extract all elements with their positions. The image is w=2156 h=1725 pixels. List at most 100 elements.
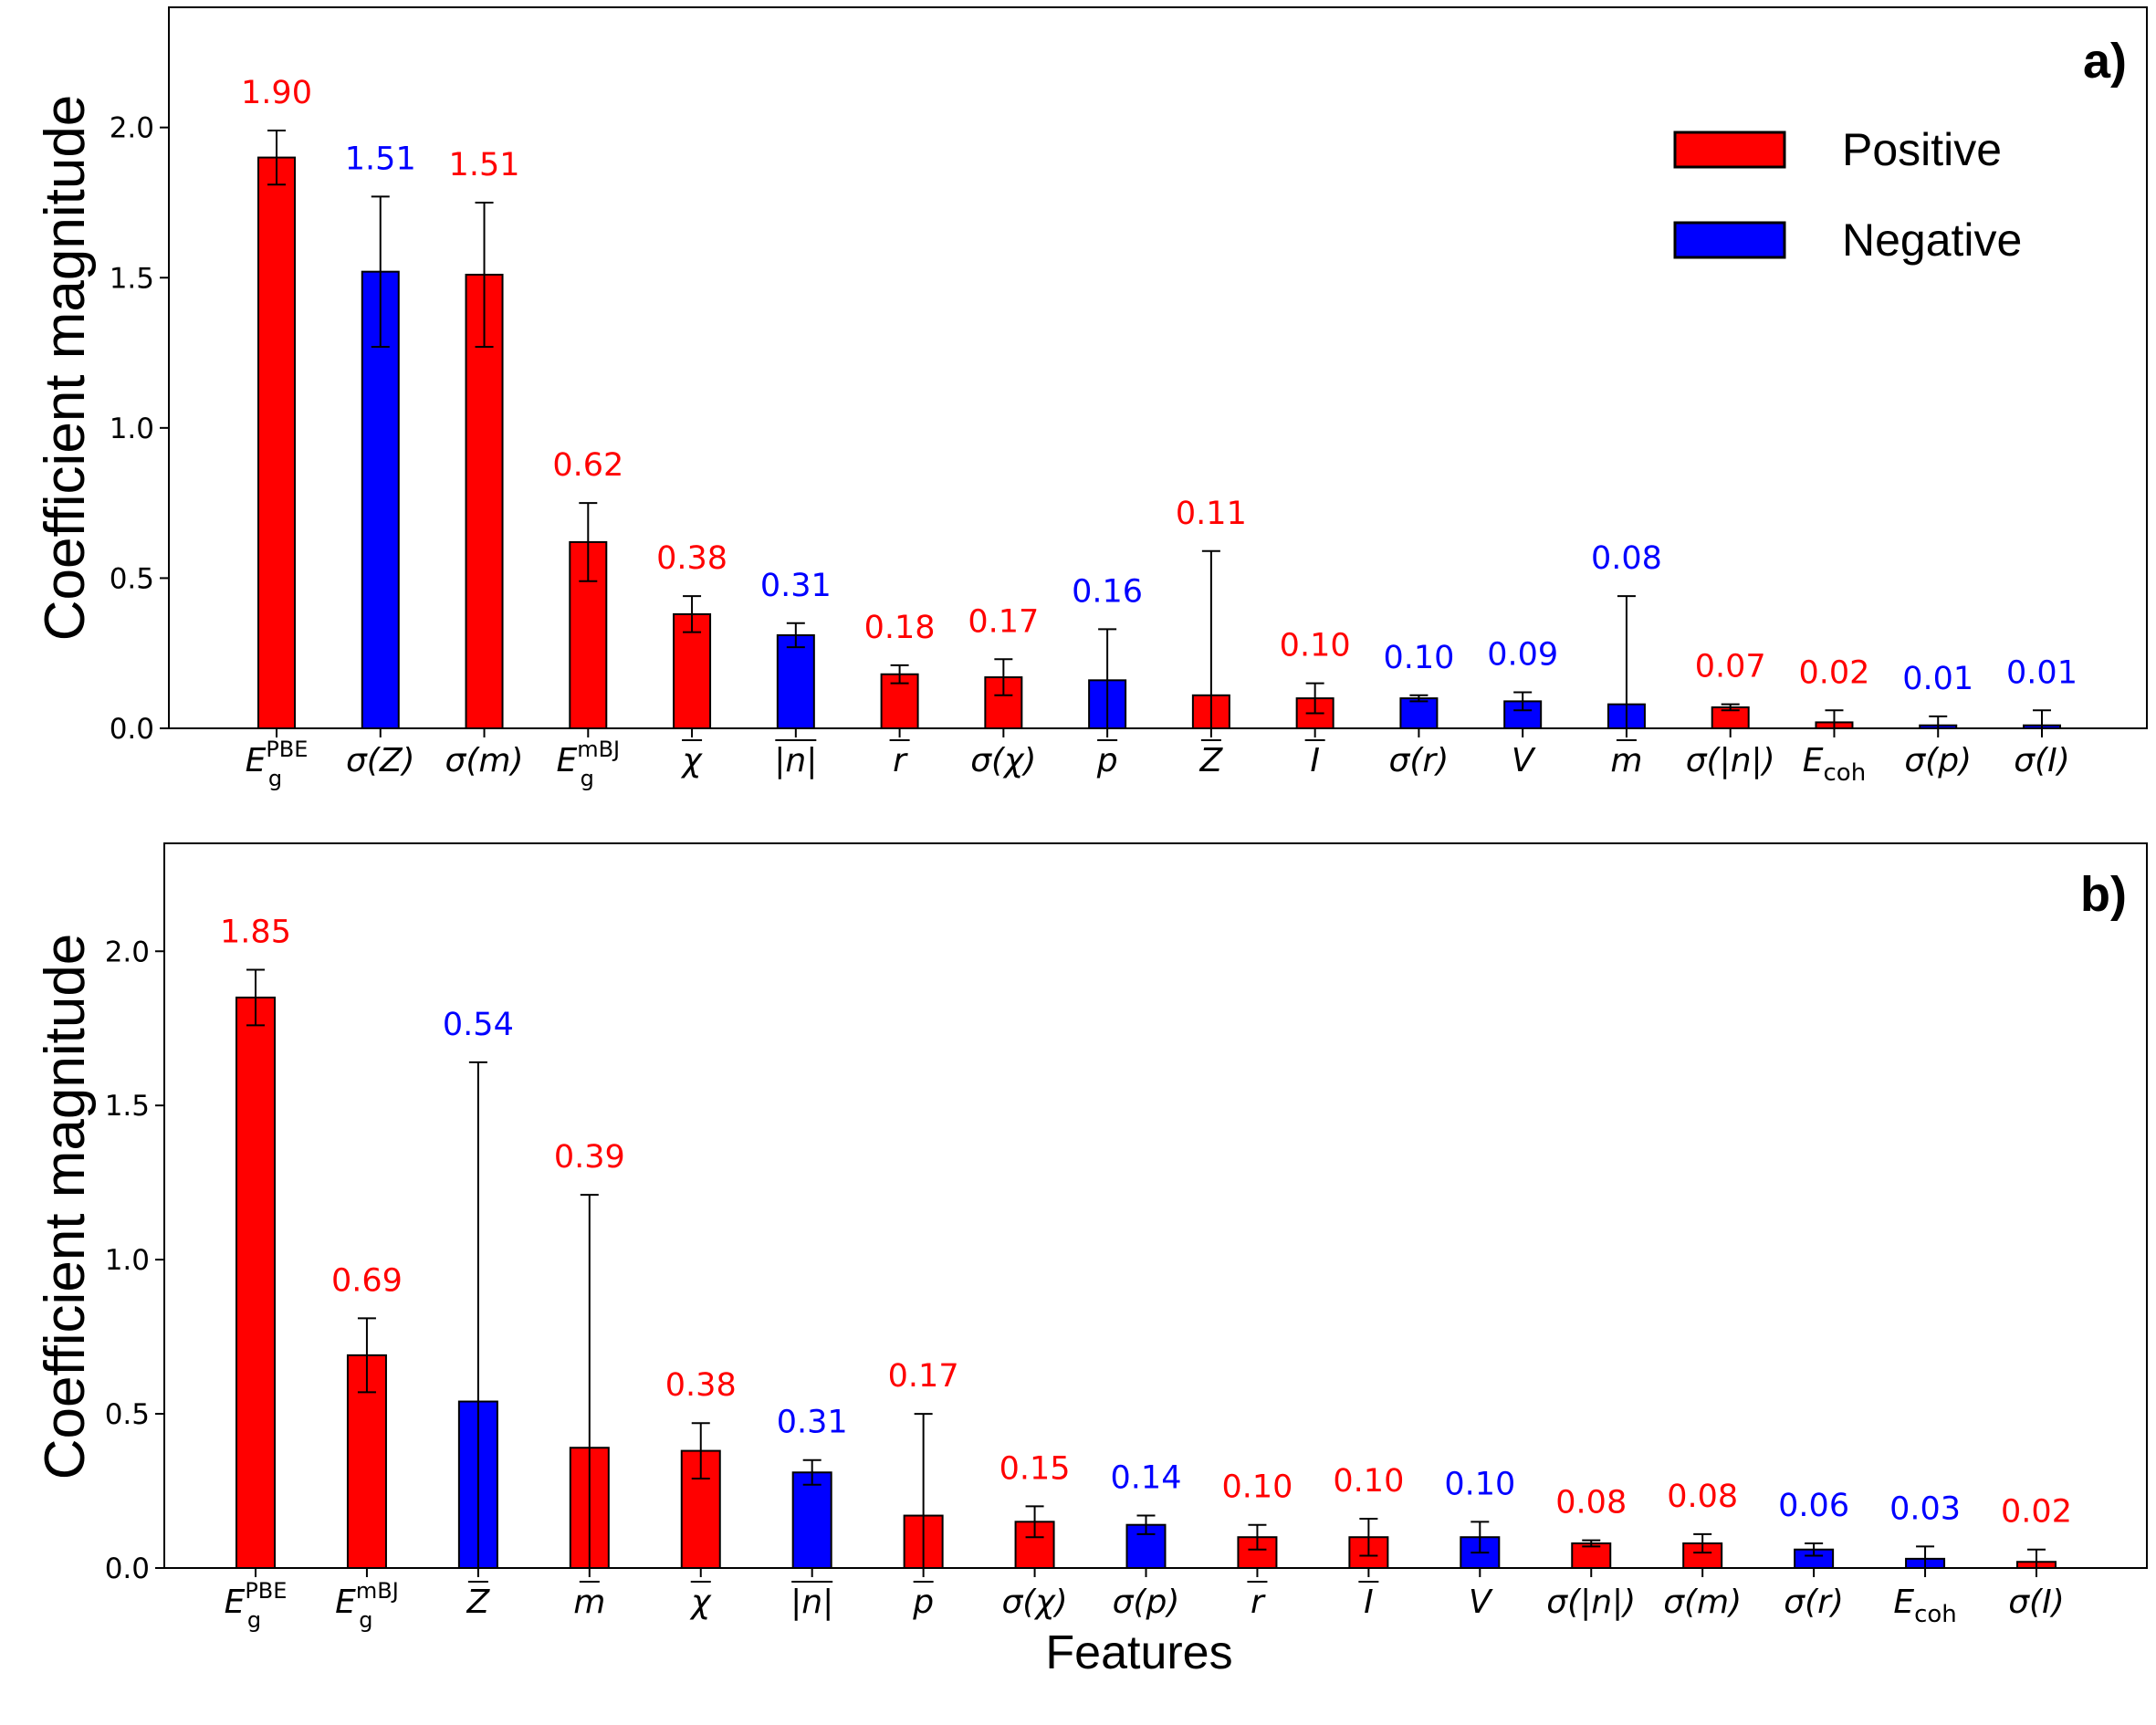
error-bar [691, 1422, 710, 1480]
data-label: 0.08 [1555, 1485, 1627, 1521]
data-label: 0.02 [2001, 1494, 2072, 1531]
x-category-label: Ecoh [1893, 1584, 1956, 1628]
data-label: 0.08 [1667, 1479, 1738, 1515]
x-category-label: σ(I) [2008, 1584, 2065, 1621]
error-bar [1805, 1542, 1824, 1557]
data-label: 0.17 [888, 1358, 959, 1395]
data-label: 0.18 [864, 610, 936, 646]
bar-positive [257, 156, 296, 730]
panel-letter: b) [2080, 867, 2127, 922]
x-category-label: Z [466, 1584, 491, 1621]
error-bar [1617, 595, 1636, 729]
data-label: 0.03 [1889, 1490, 1961, 1527]
x-category-label: V [1512, 742, 1536, 779]
data-label: 0.38 [656, 540, 727, 577]
error-bar [786, 622, 805, 649]
y-tick-label: 0.5 [105, 1398, 150, 1431]
x-category-label: σ(χ) [1001, 1584, 1067, 1621]
x-category-label: p [1096, 742, 1118, 779]
x-category-label: r [893, 742, 908, 779]
x-category-label: EmBJ g [556, 737, 620, 791]
error-bar [1248, 1523, 1267, 1551]
error-bar [371, 195, 390, 348]
data-label: 0.01 [2006, 654, 2078, 691]
data-label: 1.85 [220, 915, 291, 951]
x-category-label: EmBJ g [335, 1578, 399, 1633]
data-label: 1.90 [241, 75, 312, 111]
legend-swatch-positive [1673, 131, 1786, 169]
x-category-label: σ(|n|) [1686, 742, 1775, 779]
x-category-label: σ(|n|) [1546, 1584, 1636, 1621]
bar-negative [776, 633, 815, 729]
data-label: 0.01 [1902, 661, 1973, 697]
bar-positive [235, 996, 276, 1569]
x-category-label: σ(m) [445, 742, 524, 779]
data-label: 0.06 [1778, 1488, 1849, 1524]
bar-negative [361, 270, 400, 729]
x-category-label: σ(Z) [346, 742, 415, 779]
error-bar [267, 129, 286, 186]
error-bar [914, 1413, 933, 1569]
error-bar [1470, 1521, 1490, 1554]
data-label: 0.39 [554, 1139, 625, 1176]
error-bar [994, 658, 1013, 696]
x-category-label: V [1469, 1584, 1493, 1621]
x-category-label: |n| [790, 1584, 833, 1621]
data-label: 0.10 [1280, 628, 1351, 664]
data-label: 0.69 [331, 1262, 403, 1299]
data-label: 1.51 [449, 147, 520, 183]
error-bar [1025, 1505, 1044, 1539]
y-tick-label: 1.0 [105, 1244, 150, 1277]
error-bar [2033, 709, 2051, 729]
data-label: 0.31 [777, 1405, 848, 1441]
y-tick-label: 2.0 [110, 112, 154, 145]
bar-negative [1399, 697, 1439, 729]
legend: Positive Negative [1673, 124, 2022, 266]
y-tick-label: 2.0 [105, 936, 150, 968]
error-bar [468, 1061, 487, 1569]
data-label: 0.14 [1111, 1460, 1182, 1497]
x-category-label: χ [680, 742, 703, 779]
data-label: 0.62 [552, 447, 623, 484]
error-bar [1916, 1545, 1935, 1569]
error-bar [1825, 709, 1844, 729]
data-label: 0.10 [1221, 1469, 1293, 1506]
error-bar [2027, 1548, 2046, 1569]
error-bar [802, 1458, 822, 1486]
y-tick-label: 1.0 [110, 413, 154, 445]
data-label: 0.11 [1176, 496, 1247, 532]
error-bar [1305, 682, 1324, 715]
plot-frame [168, 6, 2148, 729]
data-label: 0.16 [1072, 573, 1143, 610]
x-category-label: σ(p) [1904, 742, 1972, 779]
y-tick-label: 0.5 [110, 562, 154, 595]
legend-label-negative: Negative [1842, 214, 2022, 266]
error-bar [1929, 715, 1948, 729]
x-category-label: σ(p) [1113, 1584, 1180, 1621]
data-label: 0.38 [665, 1367, 737, 1404]
data-label: 0.02 [1799, 654, 1870, 691]
y-axis-label: Coefficient magnitude [34, 934, 97, 1480]
error-bar [357, 1317, 376, 1394]
x-category-label: σ(I) [2014, 742, 2070, 779]
x-category-label: χ [689, 1584, 712, 1621]
error-bar [683, 595, 702, 633]
bar-positive [673, 612, 712, 730]
error-bar [1136, 1514, 1156, 1535]
panel-a: 0.0 0.5 1.0 1.5 2.0 Coefficient magnitude a) 1.… [34, 6, 2148, 791]
legend-swatch-negative [1673, 221, 1786, 259]
x-category-label: Z [1199, 742, 1224, 779]
x-category-label: EPBE g [225, 1578, 288, 1633]
error-bar [1721, 703, 1740, 712]
data-label: 0.31 [760, 568, 832, 604]
x-category-label: p [912, 1584, 934, 1621]
x-category-label: m [573, 1584, 605, 1621]
error-bar [1409, 694, 1429, 703]
data-label: 0.17 [968, 603, 1039, 640]
y-tick-label: 1.5 [110, 262, 154, 295]
error-bar [1513, 691, 1533, 712]
error-bar [1693, 1532, 1712, 1554]
x-category-label: σ(r) [1389, 742, 1450, 779]
y-tick-label: 0.0 [110, 713, 154, 746]
